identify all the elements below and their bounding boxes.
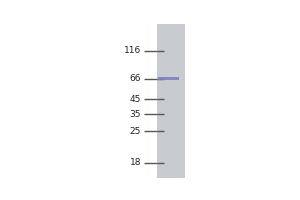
Text: 45: 45 <box>130 95 141 104</box>
Text: 116: 116 <box>124 46 141 55</box>
Text: 25: 25 <box>130 127 141 136</box>
Bar <box>158 77 179 80</box>
Text: 66: 66 <box>130 74 141 83</box>
Bar <box>157 24 185 178</box>
Text: 35: 35 <box>130 110 141 119</box>
Text: 18: 18 <box>130 158 141 167</box>
